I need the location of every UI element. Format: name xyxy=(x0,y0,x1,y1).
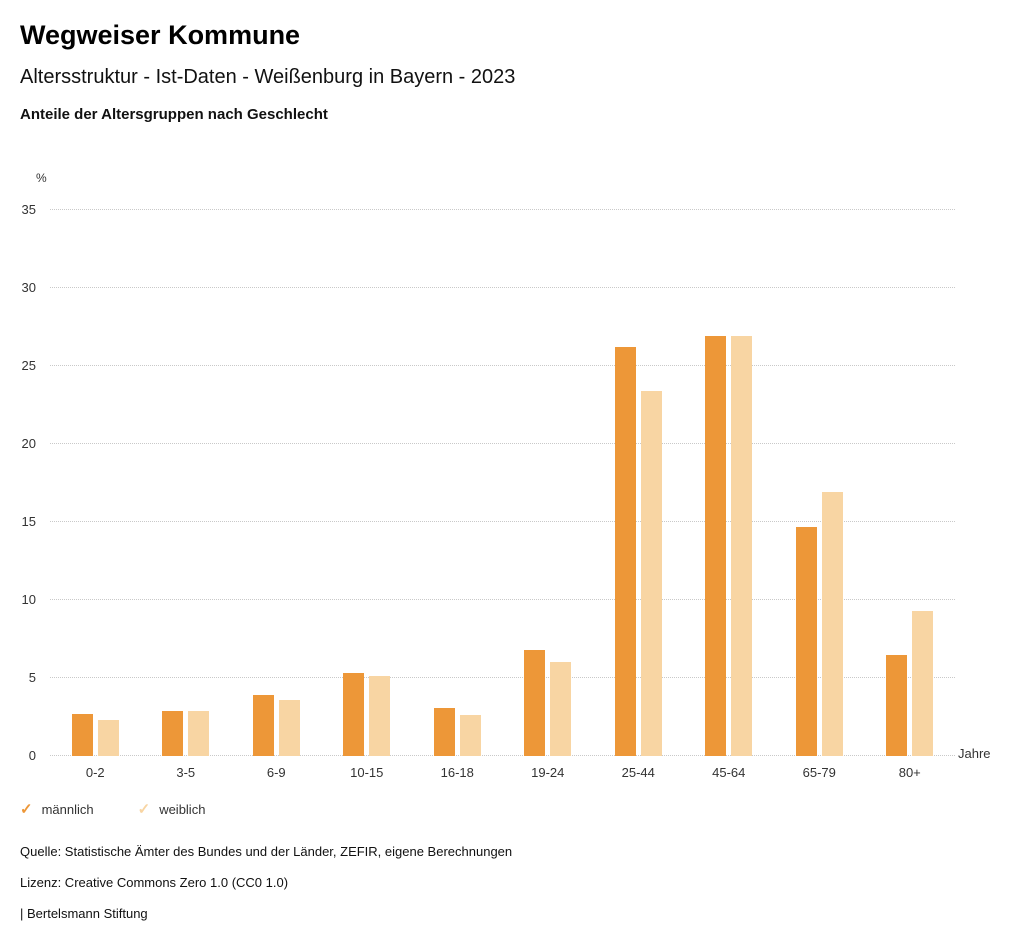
bar-männlich[interactable] xyxy=(886,654,908,756)
bar-männlich[interactable] xyxy=(705,336,727,756)
bar-group xyxy=(684,210,775,756)
bar-weiblich[interactable] xyxy=(97,720,119,756)
bar-männlich[interactable] xyxy=(614,347,636,756)
gridline xyxy=(50,755,955,756)
y-axis-unit-label: % xyxy=(36,171,47,185)
bar-weiblich[interactable] xyxy=(640,390,662,756)
bar-männlich[interactable] xyxy=(162,710,184,756)
bar-weiblich[interactable] xyxy=(369,676,391,756)
bar-group xyxy=(774,210,865,756)
x-axis-unit-label: Jahre xyxy=(958,746,991,761)
bar-männlich[interactable] xyxy=(252,695,274,756)
y-axis-tick-label: 15 xyxy=(21,514,36,529)
y-axis-tick-label: 35 xyxy=(21,202,36,217)
y-axis-tick-label: 10 xyxy=(21,592,36,608)
bar-weiblich[interactable] xyxy=(188,710,210,756)
y-axis-tick-label: 20 xyxy=(21,436,36,452)
bar-männlich[interactable] xyxy=(71,713,93,756)
x-axis-tick-label: 45-64 xyxy=(712,765,746,780)
y-axis-tick-label: 0 xyxy=(28,748,36,763)
gridline xyxy=(50,521,955,522)
legend-item-männlich[interactable]: ✓ männlich xyxy=(20,802,94,817)
gridline xyxy=(50,677,955,678)
x-axis-tick-label: 19-24 xyxy=(531,765,565,780)
check-icon: ✓ xyxy=(137,801,151,818)
gridline xyxy=(50,365,955,366)
bar-weiblich[interactable] xyxy=(821,492,843,756)
x-axis-tick-label: 6-9 xyxy=(266,765,286,780)
bar-group xyxy=(412,210,503,756)
source-text: Quelle: Statistische Ämter des Bundes un… xyxy=(20,844,513,859)
bar-group xyxy=(50,210,141,756)
bar-männlich[interactable] xyxy=(795,526,817,756)
gridline xyxy=(50,599,955,600)
x-axis-tick-label: 80+ xyxy=(898,765,921,780)
bar-weiblich[interactable] xyxy=(912,610,934,756)
bar-weiblich[interactable] xyxy=(459,715,481,756)
bar-männlich[interactable] xyxy=(433,707,455,756)
legend-label: männlich xyxy=(41,802,94,817)
bar-group xyxy=(503,210,594,756)
bar-männlich[interactable] xyxy=(343,673,365,756)
bar-group xyxy=(231,210,322,756)
bar-group xyxy=(865,210,956,756)
x-axis-labels: 0-2 3-5 6-9 10-15 16-18 19-24 25-44 45-64 65-79 8… xyxy=(50,765,955,780)
plot-area: 0 5 10 15 20 25 30 35 xyxy=(22,202,955,763)
y-axis-tick-label: 30 xyxy=(21,280,36,295)
bar-weiblich[interactable] xyxy=(278,699,300,756)
bar-weiblich[interactable] xyxy=(550,662,572,756)
y-axis-tick-label: 5 xyxy=(28,670,36,686)
gridline xyxy=(50,443,955,444)
bar-group xyxy=(322,210,413,756)
x-axis-tick-label: 25-44 xyxy=(621,765,655,780)
bar-weiblich[interactable] xyxy=(731,336,753,756)
chart-subtitle: Altersstruktur - Ist-Daten - Weißenburg … xyxy=(20,66,516,88)
x-axis-tick-label: 16-18 xyxy=(440,765,474,780)
bar-männlich[interactable] xyxy=(524,649,546,756)
bar-group xyxy=(141,210,232,756)
gridline xyxy=(50,209,955,210)
legend-item-weiblich[interactable]: ✓ weiblich xyxy=(138,802,206,817)
gridline xyxy=(50,287,955,288)
bar-groups xyxy=(50,210,955,756)
legend: ✓ männlich ✓ weiblich xyxy=(20,802,205,817)
page-title: Wegweiser Kommune xyxy=(20,20,301,50)
chart-heading: Anteile der Altersgruppen nach Geschlech… xyxy=(20,106,328,123)
attribution-text: | Bertelsmann Stiftung xyxy=(20,906,148,921)
x-axis-tick-label: 65-79 xyxy=(802,765,836,780)
x-axis-tick-label: 3-5 xyxy=(176,765,196,780)
y-axis-tick-label: 25 xyxy=(21,358,36,373)
x-axis-tick-label: 10-15 xyxy=(350,765,384,780)
license-text: Lizenz: Creative Commons Zero 1.0 (CC0 1… xyxy=(20,875,289,890)
x-axis-tick-label: 0-2 xyxy=(85,765,105,780)
bar-group xyxy=(593,210,684,756)
legend-label: weiblich xyxy=(159,802,206,817)
check-icon: ✓ xyxy=(20,801,33,818)
